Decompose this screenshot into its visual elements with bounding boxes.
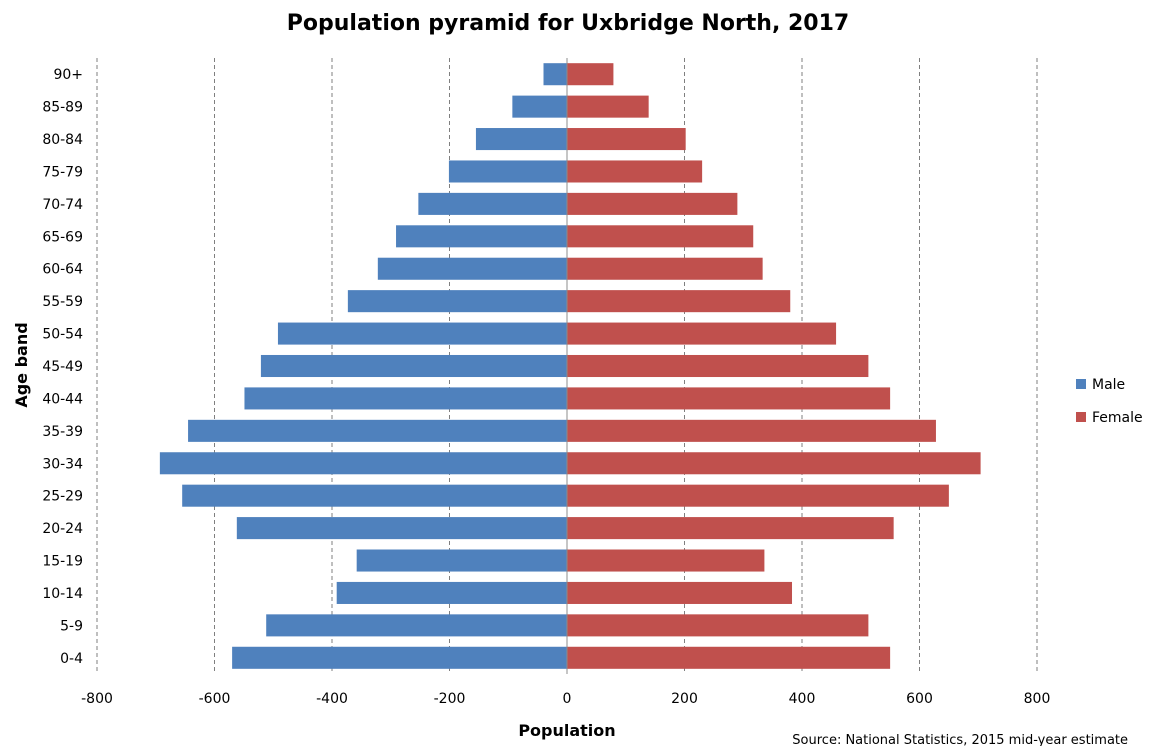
y-tick-label-65-69: 65-69 <box>42 229 83 245</box>
y-tick-label-25-29: 25-29 <box>42 489 83 505</box>
chart-title: Population pyramid for Uxbridge North, 2… <box>287 11 849 36</box>
y-tick-label-45-49: 45-49 <box>42 359 83 375</box>
bar-male-50-54 <box>277 322 567 345</box>
legend-swatch-female <box>1076 412 1086 422</box>
y-tick-label-80-84: 80-84 <box>42 132 83 148</box>
y-tick-label-20-24: 20-24 <box>42 521 83 537</box>
bar-male-60-64 <box>377 257 567 280</box>
bar-female-15-19 <box>567 549 765 572</box>
y-tick-labels: 0-4 5-9 10-14 15-19 20-24 25-29 30-34 35-39 40-4… <box>42 67 83 667</box>
y-axis-title: Age band <box>12 322 31 407</box>
bar-male-55-59 <box>347 290 567 313</box>
bar-female-25-29 <box>567 484 949 507</box>
y-tick-label-35-39: 35-39 <box>42 424 83 440</box>
y-tick-label-30-34: 30-34 <box>42 456 83 472</box>
bar-female-65-69 <box>567 225 754 248</box>
bar-male-10-14 <box>336 581 567 604</box>
bar-male-15-19 <box>356 549 567 572</box>
bar-female-0-4 <box>567 646 891 669</box>
bar-male-70-74 <box>418 192 567 215</box>
bar-female-10-14 <box>567 581 793 604</box>
bar-male-75-79 <box>448 160 567 183</box>
bar-female-50-54 <box>567 322 837 345</box>
legend-label-male: Male <box>1092 377 1125 393</box>
y-tick-label-50-54: 50-54 <box>42 327 83 343</box>
y-tick-label-10-14: 10-14 <box>42 586 83 602</box>
x-tick-label-1: -600 <box>199 691 231 707</box>
bar-male-65-69 <box>396 225 567 248</box>
bar-male-45-49 <box>260 354 567 378</box>
bar-male-40-44 <box>244 387 567 410</box>
bar-male-35-39 <box>188 419 567 442</box>
bar-female-45-49 <box>567 354 869 378</box>
y-tick-label-70-74: 70-74 <box>42 197 83 213</box>
y-tick-label-15-19: 15-19 <box>42 554 83 570</box>
bar-male-0-4 <box>232 646 567 669</box>
bar-male-85-89 <box>512 95 567 118</box>
bar-male-90+ <box>543 63 567 86</box>
bar-female-5-9 <box>567 614 869 637</box>
x-tick-label-3: -200 <box>434 691 466 707</box>
source-note: Source: National Statistics, 2015 mid-ye… <box>792 733 1128 746</box>
x-tick-label-7: 600 <box>906 691 933 707</box>
x-tick-label-4: 0 <box>563 691 572 707</box>
x-tick-labels: -800 -600 -400 -200 0 200 400 600 800 <box>81 691 1050 707</box>
bar-male-80-84 <box>475 128 567 151</box>
y-tick-label-90+: 90+ <box>53 67 83 83</box>
y-tick-label-85-89: 85-89 <box>42 100 83 116</box>
bar-female-20-24 <box>567 517 894 540</box>
bar-female-35-39 <box>567 419 936 442</box>
x-tick-label-6: 400 <box>789 691 816 707</box>
legend: Male Female <box>1076 377 1143 426</box>
bars <box>159 63 981 669</box>
x-axis-title: Population <box>518 721 615 740</box>
bar-male-25-29 <box>182 484 567 507</box>
y-tick-label-0-4: 0-4 <box>60 651 83 667</box>
y-tick-label-75-79: 75-79 <box>42 164 83 180</box>
legend-label-female: Female <box>1092 410 1143 426</box>
bar-female-85-89 <box>567 95 649 118</box>
bar-female-70-74 <box>567 192 738 215</box>
y-tick-label-5-9: 5-9 <box>60 618 83 634</box>
bar-female-55-59 <box>567 290 791 313</box>
legend-swatch-male <box>1076 379 1086 389</box>
bar-female-30-34 <box>567 452 981 475</box>
bar-male-30-34 <box>159 452 568 475</box>
bar-male-5-9 <box>266 614 567 637</box>
bar-male-20-24 <box>236 517 567 540</box>
bar-female-75-79 <box>567 160 703 183</box>
bar-female-80-84 <box>567 128 686 151</box>
bar-female-60-64 <box>567 257 763 280</box>
y-tick-label-55-59: 55-59 <box>42 294 83 310</box>
x-tick-label-5: 200 <box>671 691 698 707</box>
bar-female-90+ <box>567 63 614 86</box>
y-tick-label-40-44: 40-44 <box>42 391 83 407</box>
x-tick-label-2: -400 <box>316 691 348 707</box>
x-tick-label-8: 800 <box>1024 691 1051 707</box>
x-tick-label-0: -800 <box>81 691 113 707</box>
bar-female-40-44 <box>567 387 891 410</box>
y-tick-label-60-64: 60-64 <box>42 262 83 278</box>
